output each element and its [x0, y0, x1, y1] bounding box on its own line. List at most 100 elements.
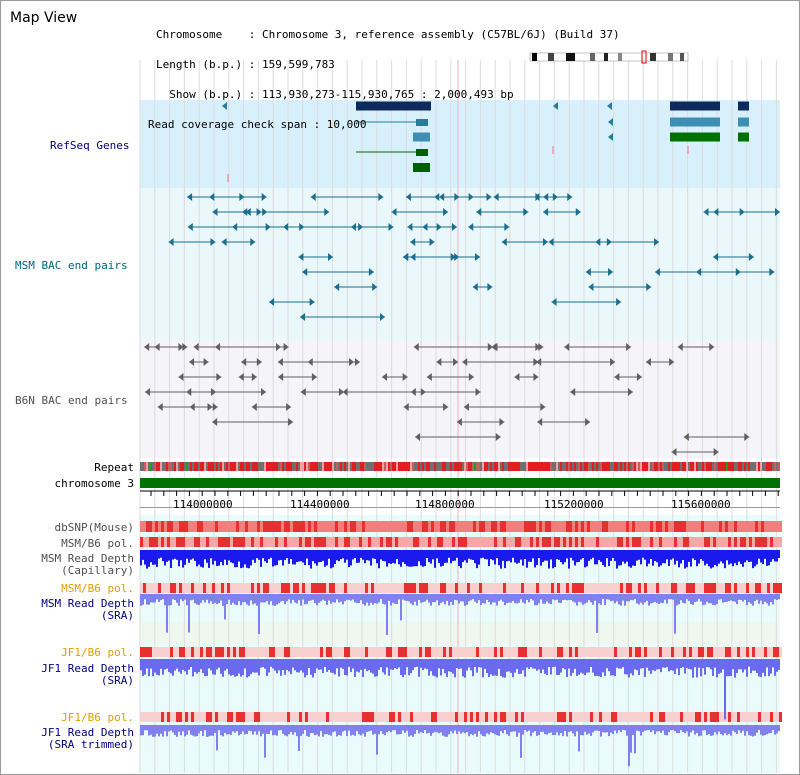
depth-bar: [414, 550, 416, 567]
density-cell: [623, 712, 626, 722]
bac-end: [302, 268, 308, 276]
depth-bar: [468, 659, 470, 668]
density-cell: [482, 537, 485, 547]
density-cell: [752, 537, 755, 547]
track-label-msm-depth-capillary-1[interactable]: MSM Read Depth: [41, 552, 134, 565]
density-cell: [434, 537, 437, 547]
depth-bar: [420, 550, 422, 566]
depth-bar: [420, 659, 422, 668]
repeat-element: [238, 462, 240, 471]
repeat-element: [140, 462, 142, 471]
density-cell: [581, 521, 584, 532]
track-label-dbsnp[interactable]: dbSNP(Mouse): [54, 521, 134, 534]
density-cell: [704, 583, 707, 593]
repeat-element: [730, 462, 732, 471]
density-cell: [239, 537, 242, 547]
density-cell: [140, 521, 143, 532]
density-cell: [413, 537, 416, 547]
track-label-msm-bac[interactable]: MSM BAC end pairs: [15, 259, 128, 272]
depth-bar: [180, 725, 182, 736]
density-cell: [635, 583, 638, 593]
track-label-jf1-b6-pol-1[interactable]: JF1/B6 pol.: [61, 646, 134, 659]
depth-bar: [656, 725, 658, 732]
depth-bar: [622, 550, 624, 562]
bac-end: [533, 358, 539, 366]
density-cell: [146, 521, 149, 532]
repeat-element: [160, 462, 162, 471]
density-cell: [656, 647, 659, 657]
depth-bar: [512, 594, 514, 602]
depth-bar: [714, 550, 716, 565]
depth-bar: [744, 725, 746, 736]
repeat-element: [368, 462, 370, 471]
track-label-b6n-bac[interactable]: B6N BAC end pairs: [15, 394, 128, 407]
depth-bar: [220, 550, 222, 562]
repeat-element: [618, 462, 620, 471]
depth-bar: [576, 659, 578, 677]
depth-bar: [552, 725, 554, 735]
track-label-msm-b6-pol-2[interactable]: MSM/B6 pol.: [61, 582, 134, 595]
track-label-chromosome[interactable]: chromosome 3: [54, 477, 134, 490]
track-label-jf1-b6-pol-2[interactable]: JF1/B6 pol.: [61, 711, 134, 724]
depth-bar: [554, 659, 556, 667]
depth-bar: [654, 659, 656, 671]
density-cell: [419, 537, 422, 547]
track-label-jf1-depth-trimmed-1[interactable]: JF1 Read Depth: [41, 726, 134, 739]
density-cell: [284, 521, 287, 532]
repeat-element: [642, 462, 644, 471]
density-cell: [521, 521, 524, 532]
track-label-repeat[interactable]: Repeat: [94, 461, 134, 474]
density-cell: [617, 712, 620, 722]
bac-end: [283, 343, 289, 351]
depth-bar: [530, 725, 532, 737]
depth-bar: [246, 594, 248, 605]
density-cell: [398, 583, 401, 593]
repeat-element: [562, 462, 564, 471]
depth-bar: [212, 594, 214, 604]
density-cell: [713, 537, 716, 547]
density-cell: [557, 583, 560, 593]
depth-bar: [244, 725, 246, 735]
density-cell: [713, 521, 716, 532]
density-cell: [191, 537, 194, 547]
depth-bar: [224, 725, 226, 733]
repeat-element: [464, 462, 466, 471]
depth-bar: [756, 659, 758, 674]
density-cell: [170, 712, 173, 722]
density-cell: [176, 647, 179, 657]
track-label-refseq[interactable]: RefSeq Genes: [50, 139, 130, 152]
bac-end: [655, 268, 661, 276]
repeat-element: [258, 462, 260, 471]
depth-bar: [222, 594, 224, 606]
depth-bar: [516, 594, 518, 604]
track-label-jf1-depth-sra-1[interactable]: JF1 Read Depth: [41, 662, 134, 675]
depth-bar: [250, 550, 252, 566]
depth-bar: [148, 594, 150, 605]
repeat-element: [588, 462, 590, 471]
depth-bar: [552, 550, 554, 569]
depth-bar: [478, 725, 480, 732]
depth-bar: [310, 725, 312, 734]
repeat-element: [154, 462, 156, 471]
density-cell: [602, 537, 605, 547]
density-cell: [515, 712, 518, 722]
depth-bar: [316, 550, 318, 566]
repeat-element: [656, 462, 658, 471]
track-label-msm-depth-sra-1[interactable]: MSM Read Depth: [41, 597, 134, 610]
depth-bar: [564, 725, 566, 731]
ideogram-band: [650, 53, 656, 61]
depth-bar: [476, 659, 478, 673]
depth-bar: [362, 550, 364, 560]
depth-bar: [574, 659, 576, 669]
depth-bar: [506, 659, 508, 672]
depth-bar: [350, 550, 352, 566]
density-cell: [431, 712, 434, 722]
density-cell: [467, 647, 470, 657]
density-cell: [518, 647, 521, 657]
depth-bar: [204, 659, 206, 677]
depth-bar: [704, 550, 706, 566]
depth-bar: [636, 594, 638, 604]
repeat-element: [752, 462, 754, 471]
track-label-msm-b6-pol-1[interactable]: MSM/B6 pol.: [61, 537, 134, 550]
